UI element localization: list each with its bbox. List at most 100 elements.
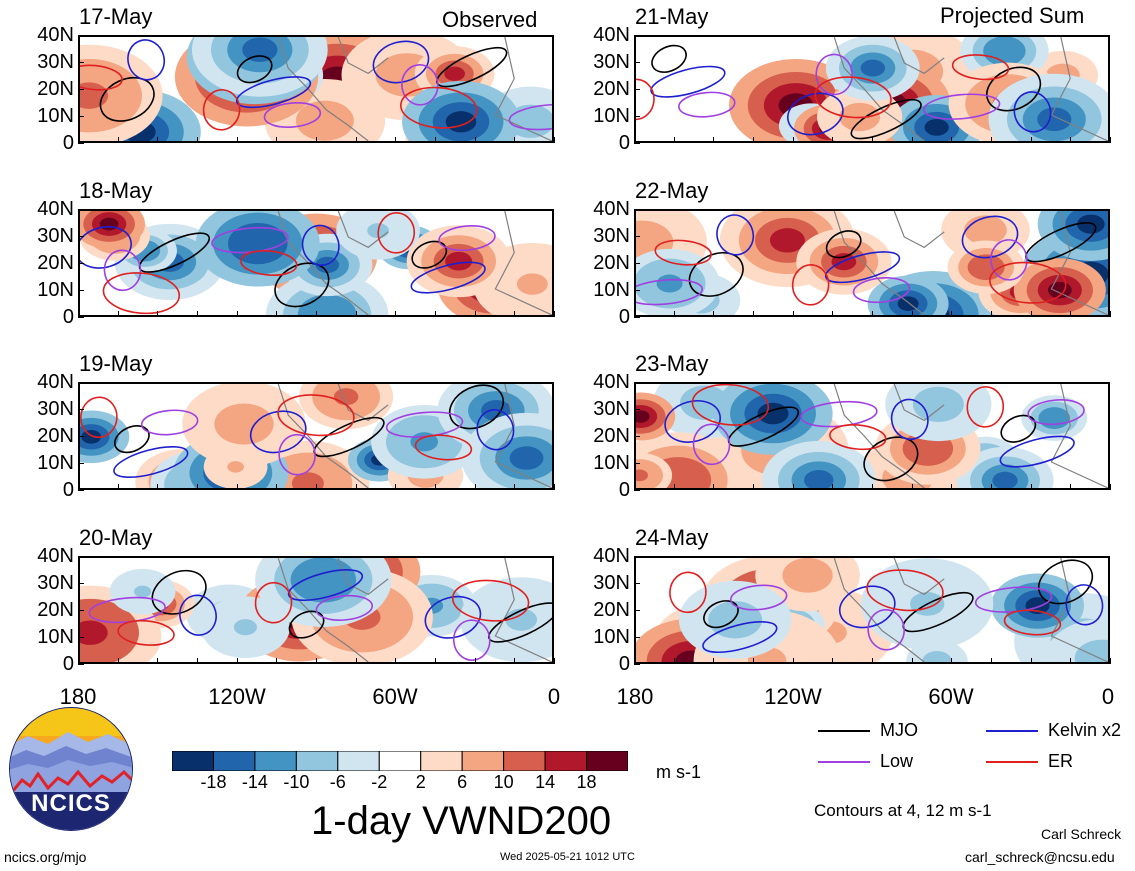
colorbar-tick-label: 14	[535, 772, 556, 792]
contour-kelvin-x2	[287, 569, 364, 602]
y-tick	[78, 637, 84, 638]
coastline	[277, 558, 552, 662]
lat-label: 10N	[37, 452, 74, 474]
map-field	[636, 211, 1108, 315]
x-tick	[634, 658, 635, 664]
contour-kelvin-x2	[716, 214, 755, 256]
ncics-logo-graphic	[9, 707, 133, 831]
contour-er	[989, 261, 1067, 304]
y-tick	[634, 436, 640, 437]
anomaly-blob	[769, 228, 805, 253]
y-tick	[78, 290, 84, 291]
contour-kelvin-x2	[127, 39, 166, 81]
lat-label: 20N	[593, 78, 630, 100]
x-tick	[673, 658, 675, 664]
lon-label-60w-right: 60W	[928, 684, 974, 709]
y-tick	[78, 664, 84, 665]
contour-low	[692, 423, 731, 466]
x-tick	[713, 484, 715, 490]
contour-kelvin-x2	[301, 224, 340, 266]
anomaly-blob	[804, 469, 834, 488]
x-tick	[832, 137, 834, 143]
panel-date-left-0: 17-May	[79, 4, 153, 29]
x-tick	[157, 137, 159, 143]
x-tick	[792, 658, 794, 664]
lat-label: 40N	[593, 371, 630, 393]
lon-label-180-left: 180	[59, 684, 97, 709]
x-tick	[753, 658, 754, 664]
anomaly-blob	[691, 393, 719, 413]
anomaly-blob	[1045, 412, 1063, 425]
contour-low	[263, 101, 322, 129]
contour-er	[951, 54, 1010, 81]
x-tick	[554, 311, 555, 317]
contour-low	[140, 409, 199, 436]
y-tick	[634, 583, 640, 584]
y-tick	[634, 263, 640, 264]
colorbar-segment	[212, 750, 256, 772]
map-panel-right-0	[634, 35, 1110, 143]
x-tick	[1070, 311, 1072, 317]
x-tick	[1030, 137, 1032, 143]
contour-low	[636, 278, 703, 306]
x-tick	[911, 137, 913, 143]
legend-label-kelvin-x2: Kelvin x2	[1048, 720, 1122, 740]
x-tick	[395, 484, 397, 490]
map-panel-right-2	[634, 382, 1110, 490]
contour-er	[80, 396, 118, 439]
y-tick	[78, 263, 84, 264]
x-tick	[355, 658, 357, 664]
contour-kelvin-x2	[424, 595, 482, 639]
x-tick	[435, 484, 436, 490]
y-tick	[78, 436, 84, 437]
y-tick	[78, 209, 84, 210]
legend-label-mjo: MJO	[880, 720, 918, 740]
legend-swatch-mjo	[818, 730, 870, 732]
contour-kelvin-x2	[890, 398, 929, 441]
contour-mjo	[274, 262, 330, 308]
x-tick	[1030, 658, 1032, 664]
x-tick	[355, 137, 357, 143]
units-label: m s-1	[656, 762, 701, 782]
colorbar-segment	[586, 750, 629, 772]
coastline	[277, 384, 552, 488]
panel-date-right-0: 21-May	[635, 4, 709, 29]
x-tick	[395, 658, 397, 664]
x-tick	[713, 311, 715, 317]
x-tick	[316, 311, 317, 317]
y-tick	[78, 463, 84, 464]
coastline	[833, 211, 1108, 315]
x-tick	[554, 658, 555, 664]
anomaly-blob	[793, 565, 822, 585]
x-tick	[197, 311, 198, 317]
x-tick	[117, 137, 119, 143]
x-tick	[435, 311, 436, 317]
colorbar-tick-label: -2	[371, 772, 388, 792]
lat-label: 30N	[37, 51, 74, 73]
x-tick	[1110, 311, 1111, 317]
lat-label: 10N	[593, 452, 630, 474]
x-tick	[157, 311, 159, 317]
x-tick	[355, 311, 357, 317]
colorbar-segment	[378, 750, 422, 772]
contour-er	[277, 394, 355, 437]
y-tick	[78, 116, 84, 117]
map-panel-left-1	[78, 209, 554, 317]
contour-er	[400, 86, 478, 129]
panel-date-left-1: 18-May	[79, 178, 153, 203]
x-tick	[1070, 484, 1072, 490]
contour-low	[315, 594, 374, 621]
colorbar-segment	[254, 750, 297, 772]
y-tick	[78, 89, 84, 90]
anomaly-blob	[305, 567, 342, 593]
lat-label: 20N	[37, 599, 74, 621]
lat-label: 40N	[593, 545, 630, 567]
map-field	[80, 37, 552, 141]
contour-mjo	[99, 76, 155, 122]
lon-label-120w-left: 120W	[208, 684, 266, 709]
x-tick	[753, 311, 754, 317]
x-tick	[713, 658, 715, 664]
x-tick	[395, 311, 397, 317]
y-tick	[78, 143, 84, 144]
x-tick	[236, 484, 238, 490]
